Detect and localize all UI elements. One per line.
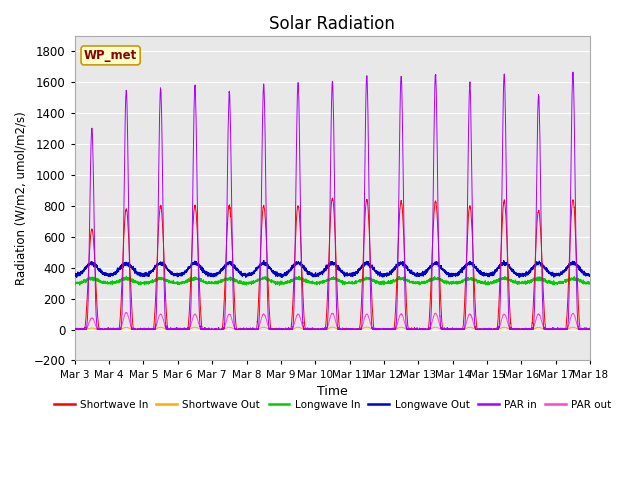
Y-axis label: Radiation (W/m2, umol/m2/s): Radiation (W/m2, umol/m2/s): [15, 111, 28, 285]
X-axis label: Time: Time: [317, 385, 348, 398]
Text: WP_met: WP_met: [84, 49, 137, 62]
Legend: Shortwave In, Shortwave Out, Longwave In, Longwave Out, PAR in, PAR out: Shortwave In, Shortwave Out, Longwave In…: [49, 396, 615, 414]
Title: Solar Radiation: Solar Radiation: [269, 15, 396, 33]
